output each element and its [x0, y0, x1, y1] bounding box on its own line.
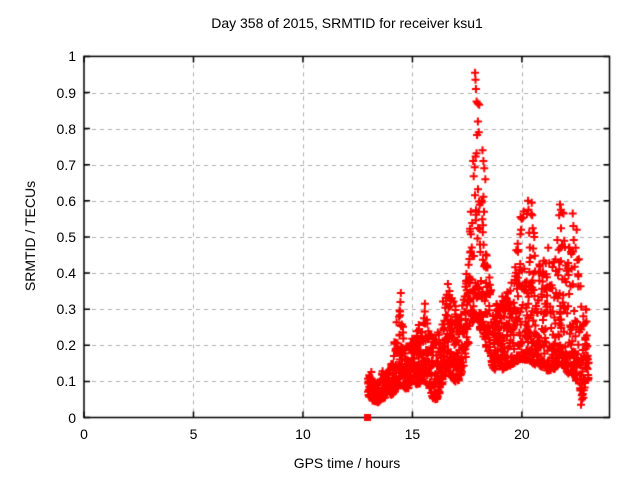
y-tick-label: 0.1	[56, 373, 76, 390]
y-tick-label: 0.5	[56, 228, 76, 245]
y-tick-label: 0.3	[56, 301, 76, 318]
chart-title: Day 358 of 2015, SRMTID for receiver ksu…	[211, 15, 483, 31]
x-tick-label: 0	[80, 426, 88, 442]
y-tick-label: 0.8	[56, 120, 76, 137]
y-tick-label: 0	[68, 409, 76, 426]
x-tick-label: 5	[189, 426, 198, 442]
y-tick-label: 0.2	[56, 337, 76, 354]
y-tick-label: 0.4	[56, 265, 76, 282]
y-tick-label: 0.7	[56, 156, 76, 173]
y-tick-label: 1	[68, 48, 76, 65]
x-tick-label: 10	[295, 426, 311, 442]
y-tick-label: 0.9	[56, 84, 76, 101]
x-axis-label: GPS time / hours	[293, 455, 401, 471]
x-tick-label: 20	[514, 426, 530, 442]
y-tick-label: 0.6	[56, 192, 76, 209]
x-tick-label: 15	[404, 426, 421, 442]
